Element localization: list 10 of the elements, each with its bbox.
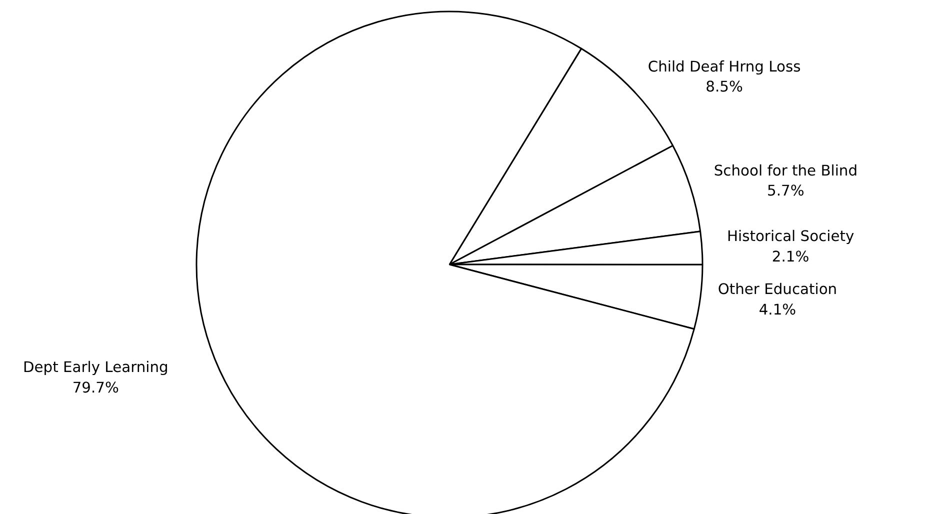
data-label: 79.7% <box>72 380 119 397</box>
data-label: 5.7% <box>767 182 804 200</box>
slice-label: School for the Blind <box>714 162 858 180</box>
data-label: 2.1% <box>772 248 810 266</box>
slice-label: Dept Early Learning <box>22 359 168 376</box>
slice-label: Other Education <box>718 280 838 298</box>
data-label: 4.1% <box>758 301 796 318</box>
slice-label: Child Deaf Hrng Loss <box>648 58 801 76</box>
data-label: 8.5% <box>706 78 743 96</box>
slice-label: Historical Society <box>726 228 854 245</box>
